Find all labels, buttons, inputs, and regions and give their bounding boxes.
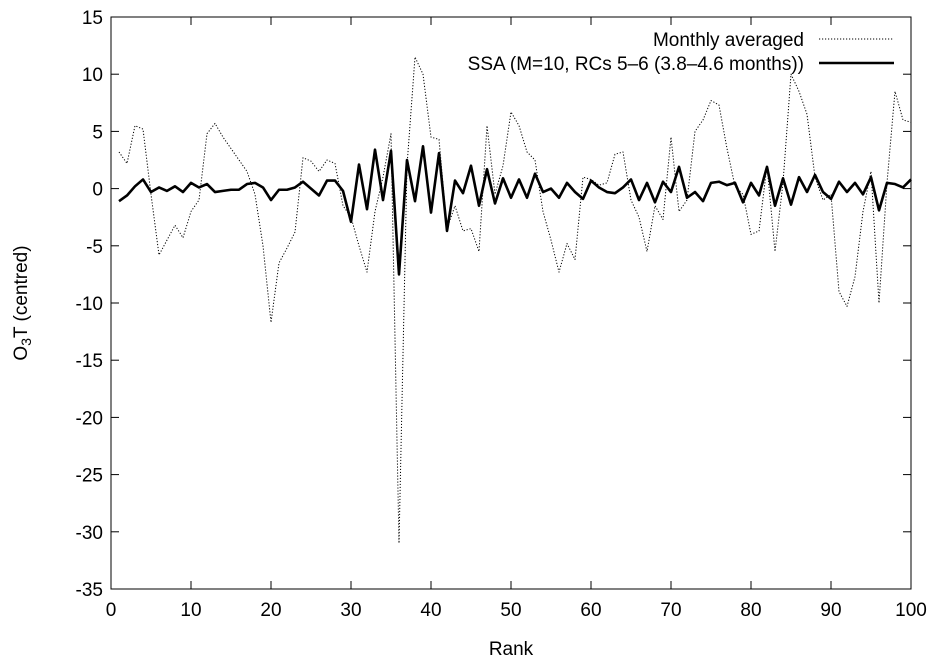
legend-label: SSA (M=10, RCs 5–6 (3.8–4.6 months))	[468, 54, 804, 75]
y-tick-label: 15	[82, 8, 103, 29]
x-tick-label: 70	[660, 600, 681, 621]
x-axis-label: Rank	[489, 639, 534, 660]
y-tick-label: 10	[82, 65, 103, 86]
x-tick-label: 0	[106, 600, 117, 621]
y-axis-label-rest: T (centred)	[11, 245, 32, 338]
series-line	[118, 144, 912, 276]
x-tick-label: 60	[580, 600, 601, 621]
y-tick-label: -20	[76, 408, 103, 429]
plot-frame	[110, 16, 912, 590]
y-tick-label: 5	[92, 122, 103, 143]
y-axis-label-sub: 3	[18, 338, 34, 346]
x-tick-label: 10	[180, 600, 201, 621]
series-line	[118, 56, 912, 544]
y-axis-label-main: O	[11, 346, 32, 361]
legend-label: Monthly averaged	[653, 30, 804, 51]
y-tick-label: -15	[76, 351, 103, 372]
y-tick-label: -10	[76, 294, 103, 315]
y-tick-label: -30	[76, 523, 103, 544]
x-tick-label: 100	[895, 600, 927, 621]
x-tick-label: 30	[340, 600, 361, 621]
y-tick-label: -5	[86, 237, 103, 258]
y-axis-label: O3T (centred)	[11, 245, 34, 360]
x-tick-label: 50	[500, 600, 521, 621]
y-tick-label: -25	[76, 466, 103, 487]
y-tick-label: -35	[76, 580, 103, 601]
x-tick-label: 90	[820, 600, 841, 621]
x-tick-label: 40	[420, 600, 441, 621]
x-tick-label: 20	[260, 600, 281, 621]
y-tick-label: 0	[92, 180, 103, 201]
x-tick-label: 80	[740, 600, 761, 621]
